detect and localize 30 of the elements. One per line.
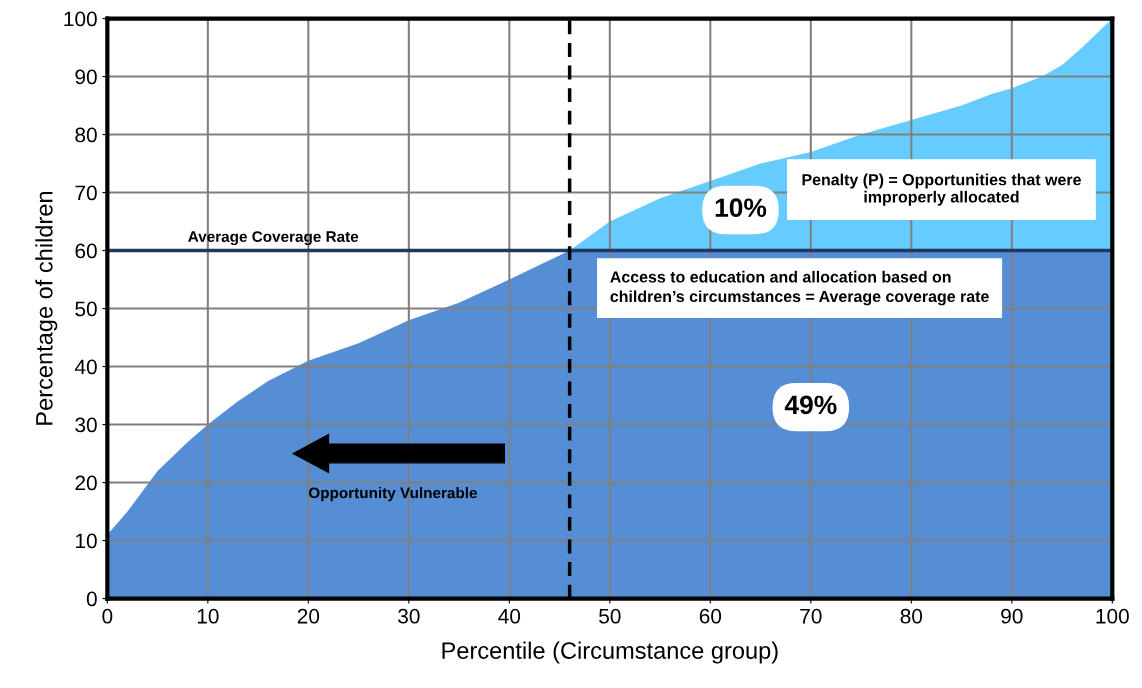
x-tick-label: 50: [599, 608, 621, 624]
annotation: 10%: [715, 198, 767, 218]
annotation: Access to education and allocation based on children’s circumstances = Average coverage rate: [610, 270, 989, 306]
annotation: Penalty (P) = Opportunities that were improperly allocated: [802, 173, 1081, 206]
x-axis-title: Percentile (Circumstance group): [442, 641, 778, 664]
x-tick-label: 10: [197, 608, 219, 624]
annotation: 49%: [784, 395, 837, 415]
x-tick-label: 20: [297, 608, 320, 624]
y-tick-label: 70: [75, 185, 97, 201]
y-tick-label: 100: [64, 11, 97, 27]
y-tick-label: 90: [75, 69, 97, 85]
x-tick-label: 60: [699, 608, 722, 624]
y-tick-label: 10: [76, 533, 97, 549]
ref-line-label: Average Coverage Rate: [188, 231, 359, 246]
y-tick-label: 60: [75, 243, 97, 259]
x-tick-label: 70: [800, 608, 822, 624]
y-axis-title: Percentage of children: [35, 191, 58, 425]
x-tick-label: 80: [900, 608, 923, 624]
y-tick-label: 30: [75, 417, 97, 433]
y-tick-label: 0: [86, 591, 97, 607]
x-tick-label: 40: [498, 608, 521, 624]
y-tick-label: 50: [75, 301, 97, 317]
x-tick-label: 100: [1096, 608, 1129, 624]
annotation: Opportunity Vulnerable: [308, 487, 478, 502]
x-tick-label: 90: [1001, 608, 1023, 624]
y-tick-label: 80: [75, 127, 97, 143]
y-tick-label: 20: [75, 475, 97, 491]
y-tick-label: 40: [74, 359, 97, 375]
x-tick-label: 0: [102, 608, 113, 624]
x-tick-label: 30: [398, 608, 420, 624]
